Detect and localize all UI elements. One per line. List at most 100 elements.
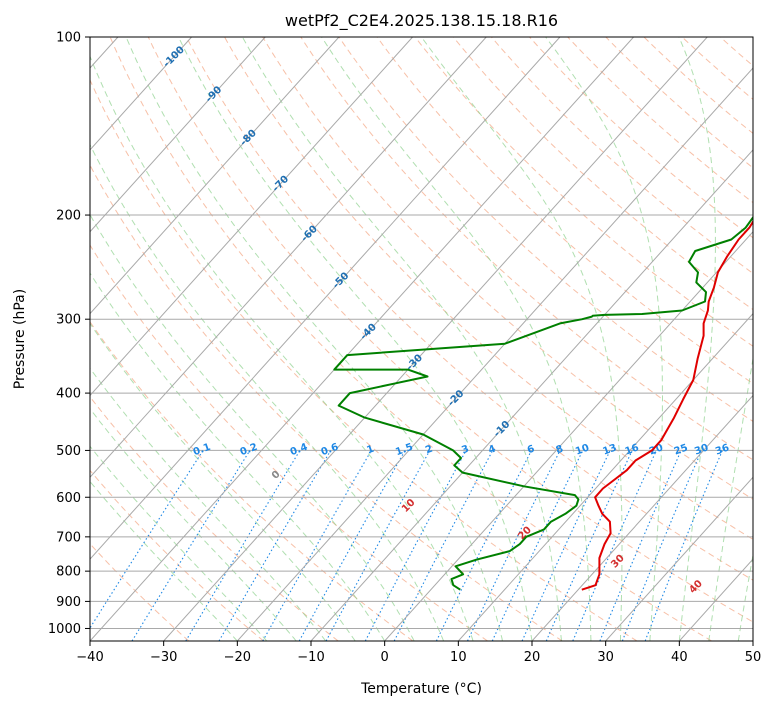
mixing-ratio-line	[262, 450, 372, 641]
mixing-ratio-label: 20	[648, 442, 665, 457]
x-tick-label: 10	[450, 650, 467, 665]
x-tick-label: −10	[297, 650, 324, 665]
mixing-ratio-label: 10	[574, 442, 591, 457]
moist-adiabat	[90, 408, 297, 641]
dry-adiabat	[224, 37, 753, 540]
y-tick-label: 1000	[48, 622, 81, 637]
isotherm-gridline	[531, 394, 753, 641]
isotherm-gridline	[90, 37, 561, 560]
mixing-ratio-label: 16	[624, 442, 641, 457]
y-tick-label: 900	[56, 595, 81, 610]
dry-adiabat	[452, 37, 753, 311]
mixing-ratio-line	[545, 450, 633, 641]
y-tick-label: 800	[56, 565, 81, 580]
dry-adiabat	[338, 37, 753, 422]
isotherm-gridline	[384, 230, 753, 641]
moist-adiabat	[90, 322, 356, 641]
isotherm-grid	[90, 37, 753, 641]
isotherm-gridline	[310, 149, 753, 641]
isotherm-gridline	[90, 37, 487, 479]
mixing-ratio-line	[599, 450, 682, 641]
x-tick-label: −30	[150, 650, 177, 665]
dry-adiabat	[300, 37, 753, 461]
moist-adiabat	[90, 55, 474, 641]
isotherm-gridline	[236, 67, 753, 641]
mixing-ratio-label: 8	[555, 444, 565, 457]
x-axis-ticks: −40 −30 −20 −10 0 10 20 30 40 50	[76, 641, 761, 665]
x-tick-label: 40	[671, 650, 688, 665]
x-tick-label: −20	[224, 650, 251, 665]
mixing-ratio-label: 1	[365, 444, 375, 457]
mixing-ratio-label: 6	[526, 444, 536, 457]
y-tick-label: 200	[56, 209, 81, 224]
x-tick-label: −40	[76, 650, 103, 665]
mixing-ratio-line	[572, 450, 657, 641]
isotherm-gridline	[163, 37, 708, 641]
mixing-ratio-line	[644, 450, 723, 641]
dry-adiabats	[90, 37, 753, 641]
y-tick-label: 600	[56, 491, 81, 506]
x-tick-label: 50	[745, 650, 762, 665]
mixing-ratio-label: 30	[693, 442, 710, 457]
moist-adiabat	[708, 355, 753, 641]
y-tick-label: 400	[56, 387, 81, 402]
plot-area: -100-90-80-70-60-50-40-30-20-100.1 0.2 0.4…	[90, 37, 753, 641]
dry-adiabat	[605, 37, 753, 169]
moist-adiabat	[90, 143, 445, 641]
moist-adiabat	[90, 272, 386, 641]
mixing-ratio-label: 3	[460, 444, 470, 457]
mixing-ratio-label: 4	[487, 444, 497, 457]
dry-adiabat	[90, 321, 414, 641]
y-tick-label: 100	[56, 31, 81, 46]
isotherm-gridline	[605, 476, 753, 641]
isotherm-gridline	[457, 312, 753, 641]
x-tick-label: 30	[597, 650, 614, 665]
y-axis-label: Pressure (hPa)	[12, 289, 28, 389]
isotherm-gridline	[90, 37, 266, 233]
dry-adiabat	[147, 37, 753, 623]
moist-adiabat	[125, 37, 503, 641]
isotherm-gridline	[90, 37, 192, 151]
moist-adiabat	[737, 552, 753, 641]
dry-adiabat	[90, 164, 563, 641]
mixing-ratio-label: 25	[673, 442, 690, 457]
isotherm-gridline	[90, 37, 413, 397]
y-tick-label: 700	[56, 530, 81, 545]
y-tick-label: 300	[56, 313, 81, 328]
dry-adiabat	[414, 37, 753, 347]
dry-adiabat	[90, 469, 264, 641]
dry-adiabat	[376, 37, 753, 385]
moist-adiabat	[241, 37, 562, 641]
y-tick-label: 500	[56, 444, 81, 459]
y-axis-ticks: 100 200 300 400 500 600 700 800 900 1000	[48, 31, 90, 637]
mixing-ratio-line	[621, 450, 703, 641]
moist-adiabat	[420, 37, 623, 641]
isobar-grid	[90, 37, 753, 629]
mixing-ratio-label: 13	[601, 442, 618, 457]
dry-adiabat	[567, 37, 753, 204]
mixing-ratio-label: 36	[714, 442, 731, 457]
dry-adiabat	[109, 37, 712, 641]
x-tick-label: 0	[381, 650, 389, 665]
mixing-ratio-label: 2	[424, 444, 434, 457]
dewpoint-profile-line	[333, 215, 753, 591]
moist-adiabat	[678, 37, 716, 641]
profile-series	[333, 215, 753, 591]
x-axis-label: Temperature (°C)	[360, 681, 482, 697]
isotherm-gridline	[90, 37, 634, 641]
temperature-profile-line	[581, 219, 753, 591]
moist-adiabat	[90, 367, 327, 641]
moist-adiabat	[545, 37, 663, 641]
moist-adiabat	[178, 37, 533, 641]
dry-adiabat	[643, 37, 753, 135]
chart-title: wetPf2_C2E4.2025.138.15.18.R16	[285, 11, 558, 31]
x-tick-label: 20	[524, 650, 541, 665]
plot-frame	[89, 36, 754, 642]
dry-adiabat	[185, 37, 753, 581]
mixing-ratio-line	[298, 450, 406, 641]
mixing-ratio-line	[90, 450, 204, 630]
moist-adiabat	[90, 445, 268, 641]
mixing-ratio-line	[325, 450, 431, 641]
